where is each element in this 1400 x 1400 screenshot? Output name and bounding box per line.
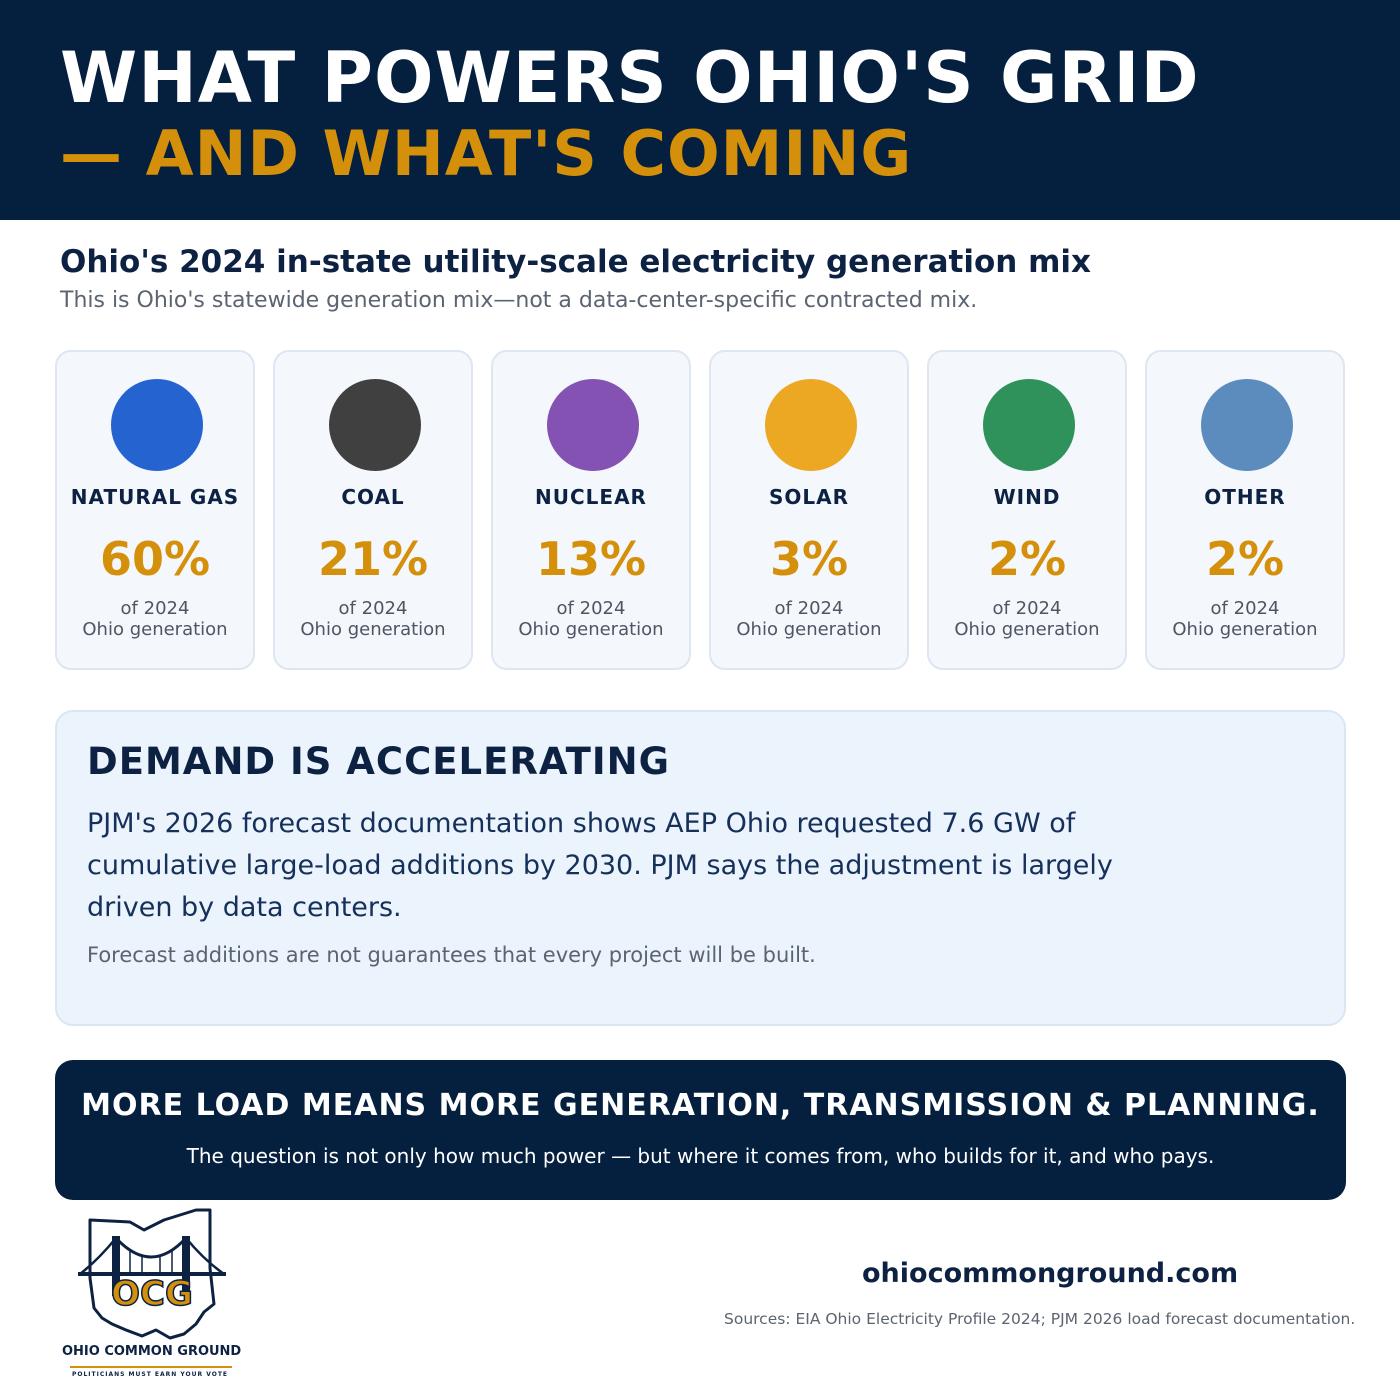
- demand-panel: DEMAND IS ACCELERATING PJM's 2026 foreca…: [55, 710, 1346, 1026]
- card-value: 2%: [1205, 532, 1285, 586]
- demand-body: PJM's 2026 forecast documentation shows …: [87, 808, 1113, 923]
- demand-title: DEMAND IS ACCELERATING: [87, 740, 670, 783]
- other-dot-icon: [1201, 379, 1293, 471]
- ohio-bridge-logo-icon: OCG: [78, 1208, 226, 1340]
- card-solar: SOLAR 3% of 2024 Ohio generation: [709, 350, 909, 670]
- card-natural-gas: NATURAL GAS 60% of 2024 Ohio generation: [55, 350, 255, 670]
- logo-name: OHIO COMMON GROUND: [62, 1344, 242, 1359]
- page-title: WHAT POWERS OHIO'S GRID: [60, 37, 1200, 119]
- card-label: WIND: [993, 485, 1061, 509]
- card-nuclear: NUCLEAR 13% of 2024 Ohio generation: [491, 350, 691, 670]
- coal-dot-icon: [329, 379, 421, 471]
- card-note: of 2024 Ohio generation: [82, 598, 228, 640]
- page-title-accent: — AND WHAT'S COMING: [60, 117, 913, 190]
- card-other: OTHER 2% of 2024 Ohio generation: [1145, 350, 1345, 670]
- logo-tagline: POLITICIANS MUST EARN YOUR VOTE: [71, 1371, 229, 1378]
- card-label: NUCLEAR: [535, 485, 647, 509]
- call-to-action-banner: MORE LOAD MEANS MORE GENERATION, TRANSMI…: [55, 1060, 1346, 1200]
- wind-dot-icon: [983, 379, 1075, 471]
- card-note: of 2024 Ohio generation: [1172, 598, 1318, 640]
- generation-mix-cards: NATURAL GAS 60% of 2024 Ohio generation C…: [55, 350, 1346, 670]
- card-label: SOLAR: [768, 485, 850, 509]
- card-value: 21%: [317, 532, 429, 586]
- card-note: of 2024 Ohio generation: [736, 598, 882, 640]
- card-label: COAL: [341, 485, 405, 509]
- card-value: 2%: [987, 532, 1067, 586]
- card-value: 60%: [99, 532, 211, 586]
- card-note: of 2024 Ohio generation: [300, 598, 446, 640]
- nuclear-dot-icon: [547, 379, 639, 471]
- card-value: 13%: [535, 532, 647, 586]
- logo-divider: [70, 1366, 232, 1368]
- mix-note: This is Ohio's statewide generation mix—…: [60, 288, 978, 313]
- card-label: NATURAL GAS: [70, 485, 240, 509]
- card-wind: WIND 2% of 2024 Ohio generation: [927, 350, 1127, 670]
- website-link[interactable]: ohiocommonground.com: [862, 1258, 1239, 1289]
- solar-dot-icon: [765, 379, 857, 471]
- card-note: of 2024 Ohio generation: [954, 598, 1100, 640]
- ocg-logo: OCG OHIO COMMON GROUND POLITICIANS MUST …: [62, 1208, 242, 1388]
- header-banner: WHAT POWERS OHIO'S GRID — AND WHAT'S COM…: [0, 0, 1400, 220]
- banner-subtitle: The question is not only how much power …: [186, 1144, 1215, 1168]
- card-note: of 2024 Ohio generation: [518, 598, 664, 640]
- mix-heading: Ohio's 2024 in-state utility-scale elect…: [60, 244, 1092, 280]
- sources-note: Sources: EIA Ohio Electricity Profile 20…: [724, 1310, 1356, 1328]
- demand-footnote: Forecast additions are not guarantees th…: [87, 943, 816, 967]
- banner-title: MORE LOAD MEANS MORE GENERATION, TRANSMI…: [81, 1088, 1320, 1123]
- card-label: OTHER: [1204, 485, 1286, 509]
- natural-gas-dot-icon: [111, 379, 203, 471]
- card-coal: COAL 21% of 2024 Ohio generation: [273, 350, 473, 670]
- card-value: 3%: [769, 532, 849, 586]
- logo-letters: OCG: [111, 1274, 193, 1314]
